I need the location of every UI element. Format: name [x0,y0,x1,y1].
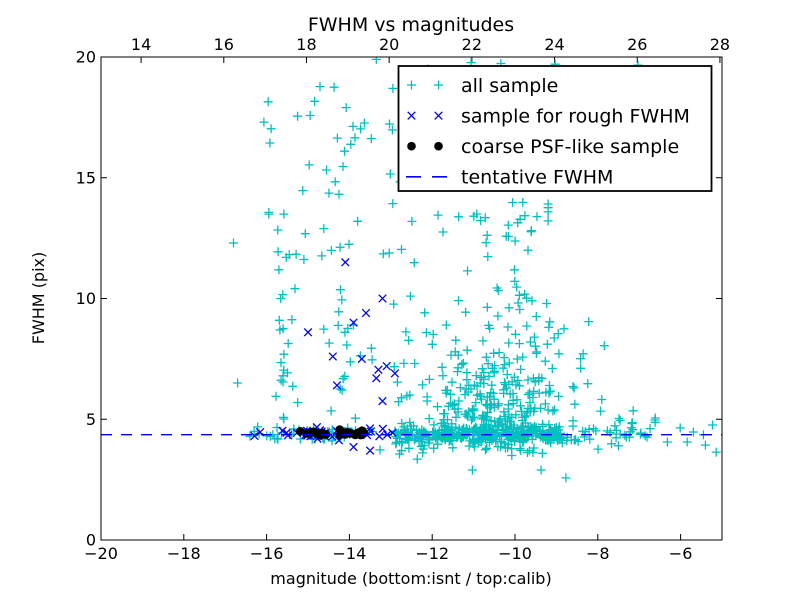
x-tick-label-bottom: −14 [333,544,367,563]
x-tick-label-top: 22 [462,35,482,54]
x-axis-label: magnitude (bottom:isnt / top:calib) [270,569,551,588]
series-coarse-PSF-like-sample [295,425,369,440]
x-tick-label-top: 18 [296,35,316,54]
x-tick-label-top: 14 [131,35,151,54]
dot-marker [356,428,366,437]
dot-marker [307,428,316,437]
x-tick-label-bottom: −10 [498,544,532,563]
legend-item-dot: coarse PSF-like sample [407,136,679,158]
x-tick-label-bottom: −8 [586,544,610,563]
x-tick-label-top: 28 [710,35,730,54]
legend-label: tentative FWHM [461,167,613,189]
x-icon [407,111,443,120]
legend-box [397,65,713,192]
plus-markers [229,57,721,483]
x-tick-label-bottom: −18 [167,544,201,563]
axis-ticks: −20 −18 −16 −14 −12 −10 −8 −6 14 16 18 20 22 24 26 28 0 5… [76,35,730,563]
y-tick-label: 10 [76,289,96,308]
x-tick-label-bottom: −6 [669,544,693,563]
legend-label: all sample [461,75,558,97]
x-tick-label-bottom: −20 [84,544,118,563]
dot-marker [315,430,325,440]
y-tick-label: 15 [76,168,96,187]
x-tick-label-bottom: −12 [415,544,449,563]
legend-label: sample for rough FWHM [461,105,690,127]
legend-item-plus: all sample [407,75,558,97]
x-tick-label-top: 26 [627,35,647,54]
scatter-points [229,57,721,483]
dot-icon [434,141,443,151]
legend-item-x: sample for rough FWHM [407,105,690,127]
y-tick-label: 0 [86,531,96,550]
y-tick-label: 5 [86,410,96,429]
dot-marker [295,427,305,436]
axes-frame [100,56,723,541]
series-all-sample [229,57,721,483]
x-tick-label-top: 24 [544,35,564,54]
plus-icon [407,80,443,90]
y-axis-label: FWHM (pix) [29,252,48,345]
legend-label: coarse PSF-like sample [461,136,679,158]
legend: all sample sample for rough FWHM coarse PS… [397,65,713,192]
x-tick-label-top: 20 [379,35,399,54]
y-tick-label: 20 [76,48,96,67]
legend-item-dash: tentative FWHM [406,167,613,189]
dot-icon [407,141,416,151]
x-tick-label-bottom: −16 [250,544,284,563]
chart-title: FWHM vs magnitudes [308,14,514,36]
x-tick-label-top: 16 [214,35,234,54]
